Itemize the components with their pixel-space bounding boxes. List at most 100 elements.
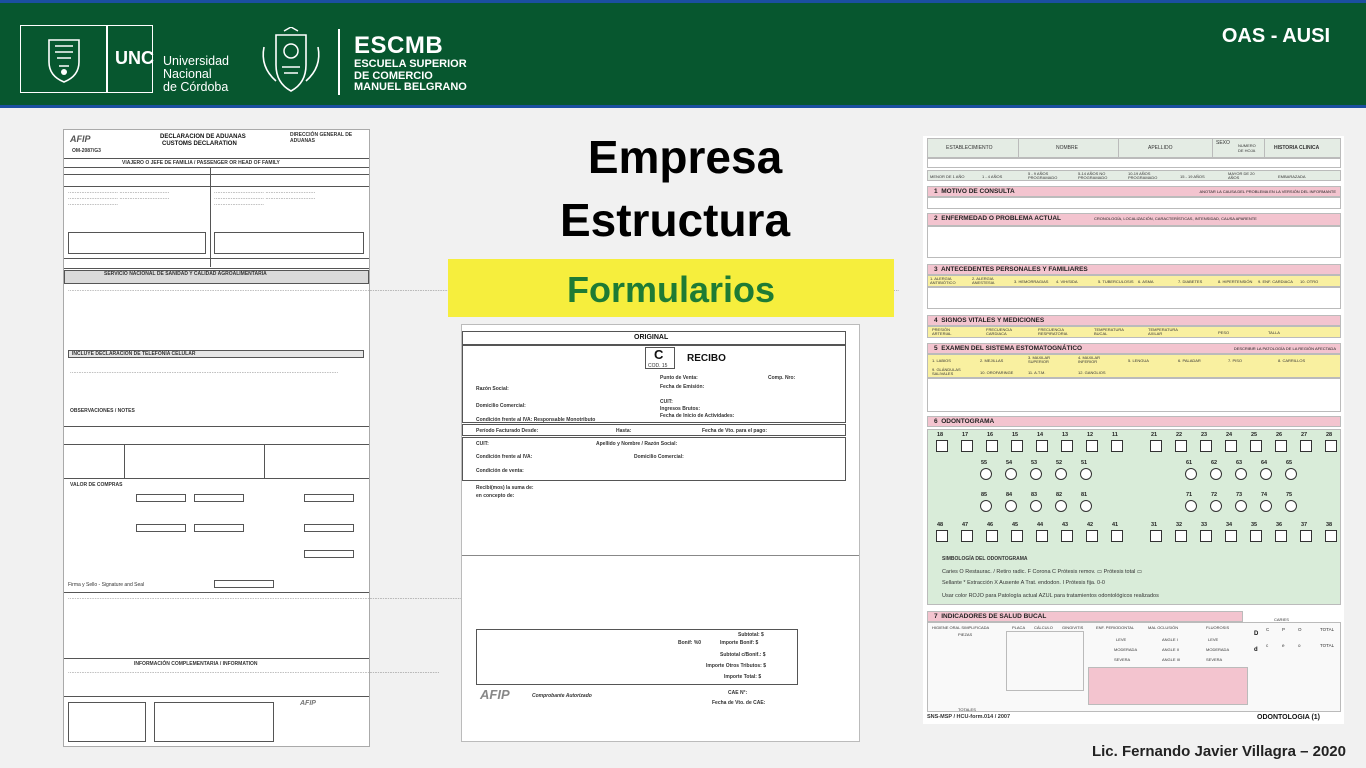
tooth-number: 72 [1211,492,1218,498]
deciduous-tooth [1210,468,1222,480]
escmb-acronym: ESCMB [354,32,444,59]
unc-full-name: Universidad Nacional de Córdoba [163,54,230,94]
tooth-number: 34 [1226,522,1233,528]
deciduous-tooth [1080,500,1092,512]
deciduous-tooth [1260,468,1272,480]
tooth-box [1225,440,1237,452]
tooth-number: 28 [1326,432,1333,438]
tooth-number: 16 [987,432,994,438]
section-antecedentes: 3 ANTECEDENTES PERSONALES Y FAMILIARES [927,264,1341,275]
tooth-number: 63 [1236,460,1243,466]
deciduous-tooth [1235,468,1247,480]
tooth-box [1275,530,1287,542]
tooth-number: 43 [1062,522,1069,528]
tooth-box [1061,440,1073,452]
tooth-number: 12 [1087,432,1094,438]
tooth-number: 45 [1012,522,1019,528]
tooth-number: 24 [1226,432,1233,438]
tooth-box [1250,530,1262,542]
tooth-number: 48 [937,522,944,528]
unc-logo: UNC [20,25,154,93]
tooth-number: 75 [1286,492,1293,498]
tooth-box [1325,440,1337,452]
tooth-box [1150,530,1162,542]
tooth-box [1200,530,1212,542]
deciduous-tooth [980,500,992,512]
escmb-full-name: ESCUELA SUPERIOR DE COMERCIO MANUEL BELG… [354,58,467,93]
tooth-number: 84 [1006,492,1013,498]
tooth-number: 74 [1261,492,1268,498]
tooth-box [961,530,973,542]
tooth-box [1086,530,1098,542]
tooth-number: 73 [1236,492,1243,498]
tooth-box [1300,530,1312,542]
unc-acronym: UNC [115,48,154,68]
section-estomatognatico: 5 EXAMEN DEL SISTEMA ESTOMATOGNÁTICO DES… [927,343,1341,354]
deciduous-tooth [980,468,992,480]
deciduous-tooth [1285,500,1297,512]
tooth-number: 37 [1301,522,1308,528]
tooth-number: 23 [1201,432,1208,438]
tooth-number: 36 [1276,522,1283,528]
tooth-box [1275,440,1287,452]
tooth-box [1325,530,1337,542]
deciduous-tooth [1260,500,1272,512]
clinical-history-form: ESTABLECIMIENTO NOMBRE APELLIDO SEXO NUM… [923,136,1344,724]
tooth-number: 13 [1062,432,1069,438]
deciduous-tooth [1005,500,1017,512]
deciduous-tooth [1285,468,1297,480]
clinical-form-label: ODONTOLOGIA (1) [1257,714,1320,721]
tooth-box [1175,530,1187,542]
tooth-number: 46 [987,522,994,528]
tooth-box [1200,440,1212,452]
section-motivo-consulta: 1 MOTIVO DE CONSULTA ANOTAR LA CAUSA DEL… [927,186,1341,197]
tooth-number: 85 [981,492,988,498]
afip-footer-logo: AFIP [300,700,316,707]
tooth-number: 71 [1186,492,1193,498]
tooth-number: 21 [1151,432,1158,438]
section-indicadores-salud-bucal: 7 INDICADORES DE SALUD BUCAL [927,611,1243,622]
tooth-number: 15 [1012,432,1019,438]
form-title-en: CUSTOMS DECLARATION [162,141,237,147]
odontogram-chart: 18 17 16 15 14 13 12 11 21 22 23 24 25 26 27 28 55 54 53 52… [927,429,1341,605]
escmb-crest-icon [262,27,320,92]
author-credit: Lic. Fernando Javier Villagra – 2020 [1091,743,1346,760]
subtitle-highlight [448,259,894,317]
tooth-box [1111,440,1123,452]
tooth-number: 52 [1056,460,1063,466]
tooth-number: 55 [981,460,988,466]
tooth-number: 82 [1056,492,1063,498]
tooth-number: 27 [1301,432,1308,438]
tooth-number: 47 [962,522,969,528]
tooth-number: 53 [1031,460,1038,466]
tooth-box [1150,440,1162,452]
section-signos-vitales: 4 SIGNOS VITALES Y MEDICIONES [927,315,1341,326]
header-bar: UNC Universidad Nacional de Córdoba ESCM… [0,0,1366,108]
deciduous-tooth [1055,468,1067,480]
deciduous-tooth [1055,500,1067,512]
deciduous-tooth [1185,500,1197,512]
form-title-es: DECLARACION DE ADUANAS [160,134,246,140]
course-label: OAS - AUSI [1221,25,1330,47]
tooth-box [1036,440,1048,452]
tooth-number: 18 [937,432,944,438]
tooth-number: 33 [1201,522,1208,528]
tooth-box [1086,440,1098,452]
deciduous-tooth [1210,500,1222,512]
tooth-number: 44 [1037,522,1044,528]
tooth-box [1111,530,1123,542]
receipt-letter: C [654,347,664,362]
receipt-title: RECIBO [687,353,726,364]
tooth-number: 65 [1286,460,1293,466]
tooth-number: 41 [1112,522,1119,528]
deciduous-tooth [1030,500,1042,512]
tooth-number: 81 [1081,492,1088,498]
afip-receipt-logo: AFIP [480,687,510,702]
unc-crest-icon [48,39,80,83]
deciduous-tooth [1185,468,1197,480]
section-enfermedad-actual: 2 ENFERMEDAD O PROBLEMA ACTUAL CRONOLOGÍ… [927,213,1341,226]
tooth-box [936,440,948,452]
tooth-number: 62 [1211,460,1218,466]
tooth-box [1300,440,1312,452]
tooth-box [961,440,973,452]
